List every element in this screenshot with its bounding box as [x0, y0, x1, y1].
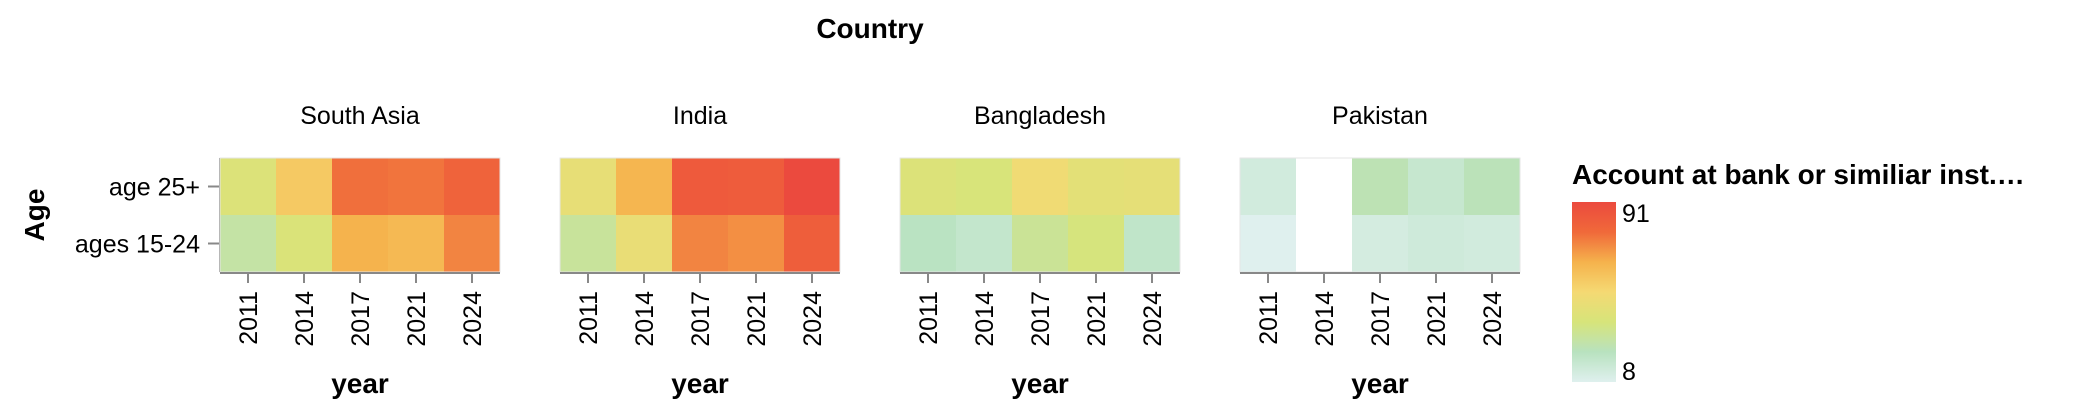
heatmap-cell [220, 215, 276, 272]
heatmap-cell [276, 215, 332, 272]
x-tick-label: 2024 [799, 291, 827, 347]
heatmap-cell [956, 215, 1012, 272]
heatmap-cell [672, 158, 728, 215]
heatmap-cell [1068, 215, 1124, 272]
heatmap-cell [1240, 158, 1296, 215]
heatmap-cell [900, 158, 956, 215]
legend-max-label: 91 [1622, 200, 1650, 228]
x-tick-label: 2021 [1423, 291, 1451, 347]
x-axis-title: year [1011, 368, 1069, 399]
heatmap-cell [1296, 158, 1352, 215]
heatmap-cell [1296, 215, 1352, 272]
heatmap-cell [444, 215, 500, 272]
heatmap-cell [560, 215, 616, 272]
heatmap-cell [444, 158, 500, 215]
x-tick-label: 2011 [915, 291, 943, 345]
heatmap-cell [784, 158, 840, 215]
heatmap-cell [956, 158, 1012, 215]
heatmap-cell [728, 158, 784, 215]
heatmap-cell [784, 215, 840, 272]
x-tick-label: 2014 [631, 291, 659, 347]
x-tick-label: 2014 [1311, 291, 1339, 347]
y-axis-title: Age [19, 189, 50, 242]
y-tick-label: age 25+ [109, 174, 200, 202]
heatmap-cell [560, 158, 616, 215]
x-tick-label: 2017 [1367, 291, 1395, 347]
x-tick-label: 2021 [1083, 291, 1111, 347]
heatmap-cell [1012, 215, 1068, 272]
heatmap-cell [1464, 158, 1520, 215]
heatmap-cell [728, 215, 784, 272]
x-axis-title: year [1351, 368, 1409, 399]
legend-color-bar [1572, 202, 1616, 382]
facet-label: South Asia [300, 102, 420, 130]
heatmap-cell [1408, 215, 1464, 272]
heatmap-cell [1408, 158, 1464, 215]
heatmap-cell [1124, 215, 1180, 272]
x-tick-label: 2017 [347, 291, 375, 347]
heatmap-cell [672, 215, 728, 272]
x-tick-label: 2014 [291, 291, 319, 347]
heatmap-cell [276, 158, 332, 215]
x-tick-label: 2011 [1255, 291, 1283, 345]
x-axis-title: year [671, 368, 729, 399]
x-axis-title: year [331, 368, 389, 399]
heatmap-cell [220, 158, 276, 215]
x-tick-label: 2021 [403, 291, 431, 347]
heatmap-cell [388, 158, 444, 215]
heatmap-cell [616, 158, 672, 215]
x-tick-label: 2021 [743, 291, 771, 347]
heatmap-cell [1352, 158, 1408, 215]
heatmap-cell [616, 215, 672, 272]
heatmap-cell [332, 158, 388, 215]
heatmap-cell [900, 215, 956, 272]
y-tick-label: ages 15-24 [75, 231, 200, 259]
heatmap-cell [1352, 215, 1408, 272]
legend-title: Account at bank or similiar inst.… [1572, 159, 2025, 190]
heatmap-cell [388, 215, 444, 272]
x-tick-label: 2014 [971, 291, 999, 347]
legend-min-label: 8 [1622, 358, 1636, 386]
x-tick-label: 2017 [687, 291, 715, 347]
x-tick-label: 2024 [459, 291, 487, 347]
x-tick-label: 2017 [1027, 291, 1055, 347]
heatmap-cell [1124, 158, 1180, 215]
x-tick-label: 2011 [575, 291, 603, 345]
x-tick-label: 2024 [1479, 291, 1507, 347]
heatmap-cell [1464, 215, 1520, 272]
facet-label: Pakistan [1332, 102, 1428, 130]
heatmap-cell [332, 215, 388, 272]
heatmap-cell [1240, 215, 1296, 272]
chart-title: Country [816, 13, 924, 44]
x-tick-label: 2024 [1139, 291, 1167, 347]
facet-label: Bangladesh [974, 102, 1106, 130]
facet-label: India [673, 102, 727, 130]
heatmap-cell [1068, 158, 1124, 215]
x-tick-label: 2011 [235, 291, 263, 345]
heatmap-cell [1012, 158, 1068, 215]
